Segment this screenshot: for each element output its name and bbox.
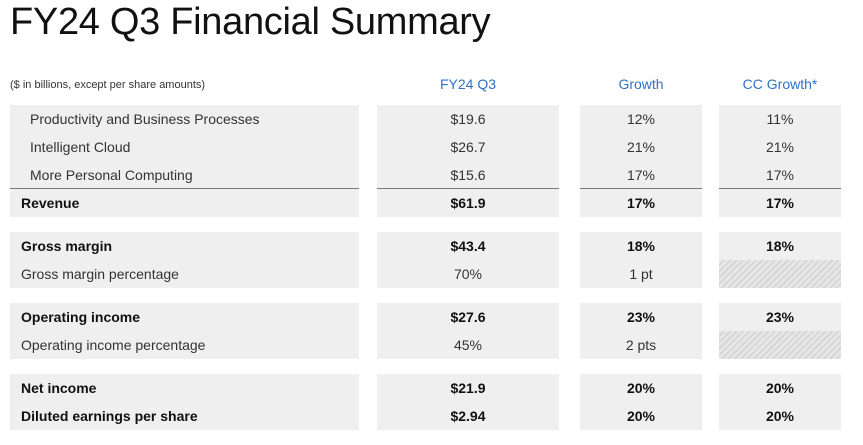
row-label-intelligent-cloud: Intelligent Cloud (30, 139, 131, 155)
cell-growth-gross-margin: 18% (626, 238, 656, 254)
cell-cc-more-personal-computing: 17% (765, 167, 795, 183)
growth-block-gross-margin (580, 232, 702, 288)
revenue-divider (10, 188, 359, 189)
cc-block-operating-income (719, 303, 841, 331)
cell-cc-net-income: 20% (765, 380, 795, 396)
cell-cc-productivity: 11% (766, 111, 794, 127)
fy-block-operating-income (377, 303, 559, 359)
cell-growth-more-personal-computing: 17% (626, 167, 656, 183)
label-block-net-income (10, 374, 359, 430)
cell-growth-intelligent-cloud: 21% (626, 139, 656, 155)
growth-block-operating-income (580, 303, 702, 359)
column-header-growth: Growth (618, 76, 664, 92)
row-label-operating-income-percentage: Operating income percentage (21, 337, 206, 353)
cell-cc-revenue: 17% (765, 195, 795, 211)
cell-cc-gross-margin: 18% (765, 238, 795, 254)
row-label-diluted-eps: Diluted earnings per share (21, 408, 198, 424)
column-header-fy24-q3: FY24 Q3 (439, 76, 497, 92)
label-block-gross-margin (10, 232, 359, 288)
label-block-operating-income (10, 303, 359, 359)
fy-block-gross-margin (377, 232, 559, 288)
cc-block-gross-margin (719, 232, 841, 260)
row-label-productivity: Productivity and Business Processes (30, 111, 260, 127)
units-caption: ($ in billions, except per share amounts… (10, 79, 206, 91)
cell-cc-intelligent-cloud: 21% (765, 139, 795, 155)
revenue-divider (719, 188, 841, 189)
cell-growth-gross-margin-percentage: 1 pt (629, 266, 653, 282)
cell-fy-productivity: $19.6 (450, 111, 486, 127)
growth-block-net-income (580, 374, 702, 430)
growth-block-revenue-group (580, 105, 702, 217)
fy-block-net-income (377, 374, 559, 430)
cell-growth-diluted-eps: 20% (626, 408, 656, 424)
row-label-more-personal-computing: More Personal Computing (30, 167, 193, 183)
row-label-operating-income: Operating income (21, 309, 141, 325)
page-title: FY24 Q3 Financial Summary (10, 1, 491, 43)
label-block-revenue-group (10, 105, 359, 217)
hatched-cell (719, 331, 841, 359)
row-label-gross-margin-percentage: Gross margin percentage (21, 266, 179, 282)
cell-fy-operating-income: $27.6 (450, 309, 486, 325)
cell-cc-operating-income: 23% (765, 309, 795, 325)
fy-block-revenue-group (377, 105, 559, 217)
cell-fy-operating-income-percentage: 45% (453, 337, 483, 353)
cell-fy-gross-margin: $43.4 (450, 238, 486, 254)
cc-block-revenue-group (719, 105, 841, 217)
row-label-gross-margin: Gross margin (21, 238, 113, 254)
cell-growth-operating-income-percentage: 2 pts (625, 337, 657, 353)
cell-fy-diluted-eps: $2.94 (450, 408, 486, 424)
cell-fy-intelligent-cloud: $26.7 (450, 139, 486, 155)
cc-block-net-income (719, 374, 841, 430)
hatched-cell (719, 260, 841, 288)
cell-fy-revenue: $61.9 (450, 195, 486, 211)
cell-fy-more-personal-computing: $15.6 (450, 167, 486, 183)
cell-growth-operating-income: 23% (626, 309, 656, 325)
row-label-revenue: Revenue (21, 195, 80, 211)
revenue-divider (377, 188, 559, 189)
cell-growth-net-income: 20% (626, 380, 656, 396)
cell-cc-diluted-eps: 20% (765, 408, 795, 424)
row-label-net-income: Net income (21, 380, 97, 396)
cell-growth-productivity: 12% (626, 111, 656, 127)
cell-growth-revenue: 17% (626, 195, 656, 211)
cell-fy-net-income: $21.9 (450, 380, 486, 396)
column-header-cc-growth: CC Growth* (742, 76, 818, 92)
cell-fy-gross-margin-percentage: 70% (453, 266, 483, 282)
revenue-divider (580, 188, 702, 189)
